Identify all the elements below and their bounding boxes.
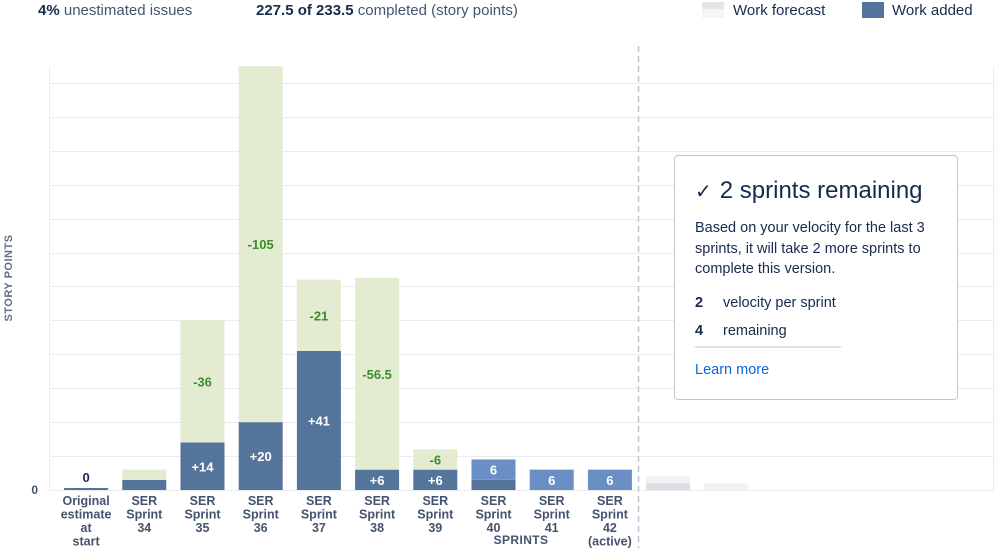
bar-work-added: [296, 350, 341, 490]
x-tick-label: 34: [137, 521, 151, 535]
legend-added-label: Work added: [892, 2, 973, 19]
x-tick-label: SER: [539, 494, 565, 508]
unestimated-label: unestimated issues: [63, 2, 193, 19]
bar-work-added: [180, 442, 225, 490]
x-tick-label: 40: [487, 521, 501, 535]
x-tick-label: SER: [131, 494, 157, 508]
x-tick-label: Sprint: [359, 508, 396, 522]
forecast-panel: ✓ 2 sprints remaining Based on your veloc…: [674, 155, 958, 400]
bar-work-added: [122, 479, 167, 490]
check-icon: ✓: [695, 181, 712, 203]
x-tick-label: 37: [312, 521, 326, 535]
velocity-metric: 2 velocity per sprint: [695, 295, 836, 311]
panel-title-text: 2 sprints remaining: [719, 177, 923, 204]
x-tick-label: Original: [62, 494, 109, 508]
bar-added-label: +6: [428, 473, 443, 488]
x-tick-label: 38: [370, 521, 384, 535]
legend-forecast-swatch: [702, 2, 724, 18]
forecast-bar-upper: [704, 483, 749, 490]
legend-forecast-label: Work forecast: [733, 2, 826, 19]
bar-work-removed: [238, 66, 283, 423]
x-tick-label: Sprint: [417, 508, 454, 522]
remaining-value: 4: [695, 323, 704, 339]
metric-divider: [695, 346, 841, 348]
x-tick-label: 42: [603, 521, 617, 535]
x-tick-label: 35: [196, 521, 210, 535]
completed-label: completed (story points): [357, 2, 518, 19]
bar-added-label: +6: [370, 473, 385, 488]
forecast-bar-lower: [646, 483, 691, 490]
x-tick-label: SER: [597, 494, 623, 508]
bar-remaining: [471, 459, 516, 480]
remaining-metric: 4 remaining: [695, 323, 787, 339]
bar-remaining-label: 6: [606, 473, 613, 488]
bar-work-removed: [413, 449, 458, 470]
bar-work-added: [355, 469, 400, 490]
x-tick-label: 39: [428, 521, 442, 535]
bar-remaining-label: 6: [548, 473, 555, 488]
x-axis-label: SPRINTS: [494, 533, 549, 547]
x-tick-label: (active): [588, 535, 632, 549]
velocity-label: velocity per sprint: [723, 295, 836, 311]
unestimated-pct: 4%: [38, 2, 60, 19]
velocity-value: 2: [695, 295, 704, 311]
x-tick-label: Sprint: [475, 508, 512, 522]
bar-removed-label: -6: [430, 452, 442, 467]
legend-added-swatch: [862, 2, 884, 18]
bar-work-removed: [355, 278, 400, 470]
x-tick-label: 36: [254, 521, 268, 535]
x-tick-label: SER: [248, 494, 274, 508]
bar-work-removed: [122, 469, 167, 480]
bar-removed-label: -56.5: [362, 367, 392, 382]
x-tick-label: SER: [190, 494, 216, 508]
x-tick-label: Sprint: [301, 508, 338, 522]
x-tick-label: start: [73, 535, 101, 549]
bar-added-label: 0: [82, 470, 89, 485]
bar-remaining: [529, 469, 574, 490]
bar-removed-label: -36: [193, 374, 212, 389]
bar-remaining-label: 6: [490, 463, 497, 478]
bar-work-removed: [180, 320, 225, 443]
bar-added-label: +20: [250, 449, 272, 464]
bar-work-added: [238, 422, 283, 490]
completed-value: 227.5 of 233.5: [256, 2, 354, 19]
x-tick-label: at: [81, 521, 93, 535]
x-tick-label: SER: [364, 494, 390, 508]
y-axis-label: STORY POINTS: [3, 234, 15, 321]
forecast-bar-upper: [646, 476, 691, 484]
x-tick-label: Sprint: [184, 508, 221, 522]
x-tick-label: Sprint: [126, 508, 163, 522]
remaining-label: remaining: [723, 323, 787, 339]
bar-remaining: [587, 469, 632, 490]
bar-work-removed: [296, 279, 341, 351]
bar-work-added: [471, 479, 516, 490]
learn-more-link[interactable]: Learn more: [695, 362, 770, 378]
bar-zero-baseline: [64, 488, 109, 490]
x-tick-label: Sprint: [534, 508, 571, 522]
panel-description: Based on your velocity for the last 3 sp…: [695, 220, 925, 277]
bar-added-label: +41: [308, 413, 330, 428]
x-tick-label: estimate: [61, 508, 112, 522]
y-tick-label: 0: [31, 483, 38, 497]
x-tick-label: SER: [481, 494, 507, 508]
completed-stat: 227.5 of 233.5 completed (story points): [256, 2, 518, 19]
x-tick-label: Sprint: [592, 508, 629, 522]
bar-removed-label: -21: [310, 308, 329, 323]
x-tick-label: SER: [422, 494, 448, 508]
unestimated-stat: 4% unestimated issues: [38, 2, 192, 19]
bar-removed-label: -105: [248, 237, 274, 252]
panel-title: ✓ 2 sprints remaining: [695, 177, 923, 205]
x-tick-label: Sprint: [243, 508, 280, 522]
x-tick-label: SER: [306, 494, 332, 508]
bar-added-label: +14: [191, 459, 214, 474]
x-tick-label: 41: [545, 521, 559, 535]
bar-work-added: [413, 469, 458, 490]
